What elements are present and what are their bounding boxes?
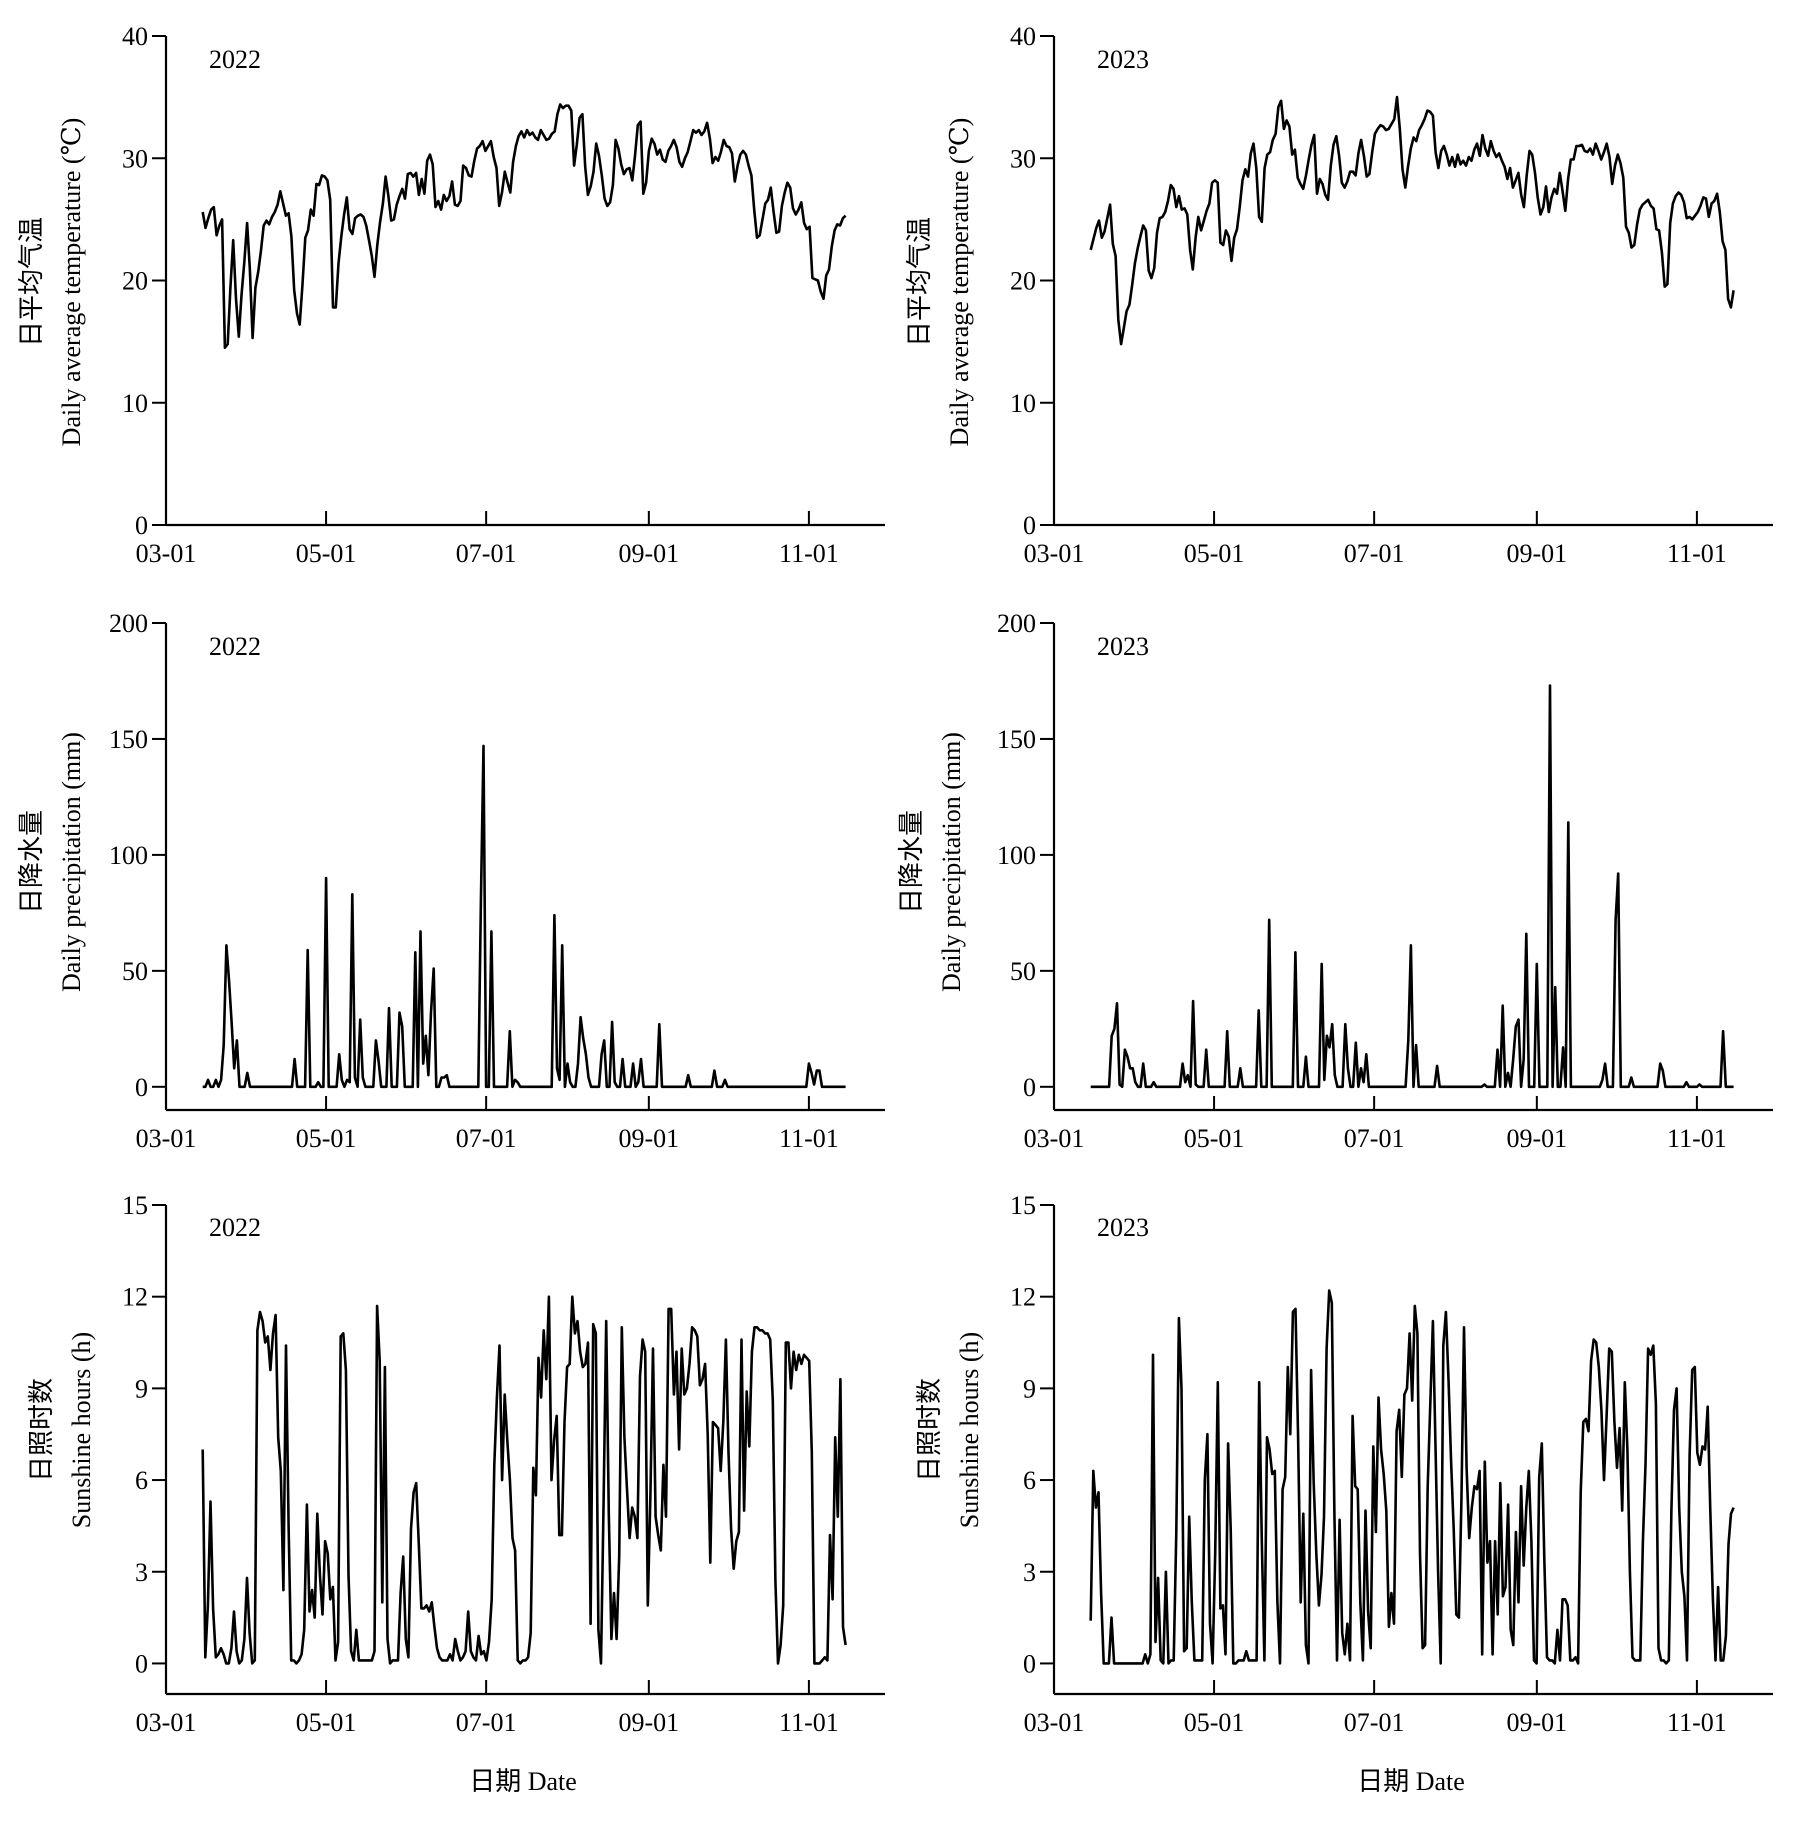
year-label: 2022: [209, 632, 261, 661]
y-tick-label: 200: [997, 609, 1036, 638]
y-tick-label: 30: [122, 144, 148, 173]
x-tick-label: 03-01: [1024, 539, 1085, 568]
x-tick-label: 11-01: [779, 1708, 839, 1737]
y-tick-label: 9: [135, 1374, 148, 1403]
y-tick-label: 30: [1010, 144, 1036, 173]
year-label: 2023: [1097, 632, 1149, 661]
x-tick-label: 11-01: [1667, 1708, 1727, 1737]
y-axis-label-cn: 日平均气温: [905, 217, 934, 347]
x-tick-label: 05-01: [1184, 1124, 1245, 1153]
x-tick-label: 05-01: [296, 539, 357, 568]
x-tick-label: 09-01: [618, 1708, 679, 1737]
y-tick-label: 3: [135, 1558, 148, 1587]
y-tick-label: 3: [1023, 1558, 1036, 1587]
x-tick-label: 11-01: [1667, 539, 1727, 568]
panel-precipitation-2023: 2023 日降水量 Daily precipitation (mm) 0 50 10…: [897, 609, 1773, 1153]
x-tick-label: 05-01: [296, 1124, 357, 1153]
series-line: [201, 1295, 847, 1665]
y-tick-label: 12: [1010, 1283, 1036, 1312]
y-tick-label: 100: [109, 841, 148, 870]
x-tick-label: 05-01: [296, 1708, 357, 1737]
y-tick-label: 0: [1023, 511, 1036, 540]
year-label: 2022: [209, 1213, 261, 1242]
x-tick-label: 09-01: [618, 1124, 679, 1153]
y-axis-label-cn: 日平均气温: [17, 217, 46, 347]
y-tick-label: 15: [122, 1191, 148, 1220]
series-line: [1089, 1289, 1735, 1665]
y-axis-label-cn: 日照时数: [915, 1378, 944, 1482]
x-tick-label: 07-01: [456, 539, 517, 568]
x-tick-label: 05-01: [1184, 1708, 1245, 1737]
x-axis-title-right: 日期 Date: [1357, 1767, 1465, 1796]
y-axis-label-en: Sunshine hours (h): [67, 1332, 96, 1528]
y-tick-label: 20: [1010, 267, 1036, 296]
y-axis-label-cn: 日降水量: [17, 810, 46, 914]
y-axis-label-en: Daily average temperature (℃): [945, 118, 974, 447]
y-axis-label-en: Daily precipitation (mm): [937, 732, 966, 992]
y-tick-label: 10: [122, 389, 148, 418]
x-tick-label: 07-01: [1344, 539, 1405, 568]
y-tick-label: 50: [1010, 957, 1036, 986]
y-tick-label: 0: [135, 1649, 148, 1678]
y-tick-label: 150: [997, 725, 1036, 754]
y-tick-label: 10: [1010, 389, 1036, 418]
y-tick-label: 40: [122, 22, 148, 51]
series-line: [201, 103, 847, 349]
y-tick-label: 6: [1023, 1466, 1036, 1495]
y-tick-label: 100: [997, 841, 1036, 870]
y-tick-label: 12: [122, 1283, 148, 1312]
x-tick-label: 07-01: [456, 1708, 517, 1737]
panel-sunshine-2022: 2022 日照时数 Sunshine hours (h) 0 3 6 9 12 15 03-…: [27, 1191, 885, 1737]
y-tick-label: 9: [1023, 1374, 1036, 1403]
year-label: 2023: [1097, 1213, 1149, 1242]
y-axis-label-cn: 日降水量: [897, 810, 926, 914]
x-tick-label: 11-01: [779, 1124, 839, 1153]
series-line: [202, 744, 846, 1089]
x-axis-title-left: 日期 Date: [469, 1767, 577, 1796]
year-label: 2023: [1097, 45, 1149, 74]
y-tick-label: 15: [1010, 1191, 1036, 1220]
y-axis-label-cn: 日照时数: [27, 1378, 56, 1482]
panel-sunshine-2023: 2023 日照时数 Sunshine hours (h) 0 3 6 9 12 15 03-…: [915, 1191, 1773, 1737]
x-tick-label: 03-01: [136, 539, 197, 568]
x-tick-label: 03-01: [1024, 1708, 1085, 1737]
panel-precipitation-2022: 2022 日降水量 Daily precipitation (mm) 0 50 10…: [17, 609, 885, 1153]
x-tick-label: 11-01: [1667, 1124, 1727, 1153]
panel-temperature-2023: 2023 日平均气温 Daily average temperature (℃)…: [905, 22, 1773, 568]
y-tick-label: 150: [109, 725, 148, 754]
x-tick-label: 07-01: [456, 1124, 517, 1153]
year-label: 2022: [209, 45, 261, 74]
y-axis-label-en: Daily precipitation (mm): [57, 732, 86, 992]
y-tick-label: 0: [1023, 1649, 1036, 1678]
x-tick-label: 09-01: [618, 539, 679, 568]
x-tick-label: 07-01: [1344, 1124, 1405, 1153]
x-tick-label: 03-01: [136, 1708, 197, 1737]
y-axis-label-en: Daily average temperature (℃): [57, 118, 86, 447]
x-tick-label: 07-01: [1344, 1708, 1405, 1737]
series-line: [1089, 95, 1735, 346]
series-line: [1090, 684, 1734, 1089]
x-tick-label: 05-01: [1184, 539, 1245, 568]
x-tick-label: 03-01: [1024, 1124, 1085, 1153]
y-tick-label: 50: [122, 957, 148, 986]
y-tick-label: 20: [122, 267, 148, 296]
x-tick-label: 09-01: [1506, 1124, 1567, 1153]
y-tick-label: 200: [109, 609, 148, 638]
x-tick-label: 11-01: [779, 539, 839, 568]
x-tick-label: 03-01: [136, 1124, 197, 1153]
y-axis-label-en: Sunshine hours (h): [955, 1332, 984, 1528]
y-tick-label: 0: [135, 511, 148, 540]
y-tick-label: 40: [1010, 22, 1036, 51]
y-tick-label: 0: [135, 1073, 148, 1102]
x-tick-label: 09-01: [1506, 1708, 1567, 1737]
x-tick-label: 09-01: [1506, 539, 1567, 568]
y-tick-label: 6: [135, 1466, 148, 1495]
panel-temperature-2022: 2022 日平均气温 Daily average temperature (℃)…: [17, 22, 885, 568]
y-tick-label: 0: [1023, 1073, 1036, 1102]
